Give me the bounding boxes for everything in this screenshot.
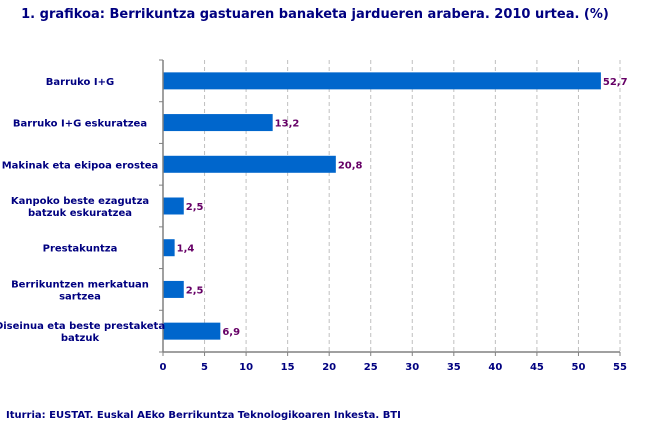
category-label: Diseinua eta beste prestaketa batzuk bbox=[0, 321, 165, 344]
data-label: 1,4 bbox=[177, 244, 195, 255]
x-tick-label: 5 bbox=[201, 362, 208, 373]
bar bbox=[163, 239, 175, 257]
x-tick-label: 0 bbox=[160, 362, 167, 373]
source-note: Iturria: EUSTAT. Euskal AEko Berrikuntza… bbox=[6, 410, 401, 421]
category-label: Barruko I+G eskuratzea bbox=[13, 119, 147, 130]
bar bbox=[163, 280, 184, 298]
category-label-line: Diseinua eta beste prestaketa bbox=[0, 321, 165, 332]
data-label: 2,5 bbox=[186, 202, 204, 213]
data-label: 2,5 bbox=[186, 285, 204, 296]
data-label: 13,2 bbox=[275, 119, 300, 130]
category-label-line: Makinak eta ekipoa erostea bbox=[2, 160, 159, 171]
category-label: Prestakuntza bbox=[43, 244, 118, 255]
data-label: 6,9 bbox=[222, 327, 240, 338]
category-label: Berrikuntzen merkatuan sartzea bbox=[11, 279, 149, 302]
category-label: Kanpoko beste ezagutza batzuk eskuratzea bbox=[11, 196, 149, 219]
category-label-line: sartzea bbox=[59, 291, 101, 302]
data-label: 52,7 bbox=[603, 77, 628, 88]
chart-title: 1. grafikoa: Berrikuntza gastuaren banak… bbox=[21, 7, 609, 22]
data-label: 20,8 bbox=[338, 160, 363, 171]
category-label-line: Berrikuntzen merkatuan bbox=[11, 279, 149, 290]
x-tick-label: 50 bbox=[571, 362, 585, 373]
x-tick-label: 55 bbox=[613, 362, 627, 373]
x-tick-label: 25 bbox=[364, 362, 378, 373]
bar bbox=[163, 322, 221, 340]
category-label-line: Barruko I+G eskuratzea bbox=[13, 119, 147, 130]
category-label-line: Kanpoko beste ezagutza bbox=[11, 196, 149, 207]
bar bbox=[163, 155, 336, 173]
x-tick-label: 10 bbox=[239, 362, 253, 373]
category-label-line: batzuk eskuratzea bbox=[28, 208, 132, 219]
x-tick-label: 45 bbox=[530, 362, 544, 373]
x-tick-label: 40 bbox=[488, 362, 502, 373]
x-tick-label: 35 bbox=[447, 362, 461, 373]
category-label-line: Barruko I+G bbox=[46, 77, 114, 88]
category-label: Barruko I+G bbox=[46, 77, 114, 88]
x-tick-label: 20 bbox=[322, 362, 336, 373]
x-tick-label: 15 bbox=[281, 362, 295, 373]
x-tick-label: 30 bbox=[405, 362, 419, 373]
bar bbox=[163, 114, 273, 132]
category-label: Makinak eta ekipoa erostea bbox=[2, 160, 159, 171]
category-label-line: Prestakuntza bbox=[43, 244, 118, 255]
category-label-line: batzuk bbox=[61, 333, 100, 344]
bar bbox=[163, 72, 601, 90]
bar bbox=[163, 197, 184, 215]
